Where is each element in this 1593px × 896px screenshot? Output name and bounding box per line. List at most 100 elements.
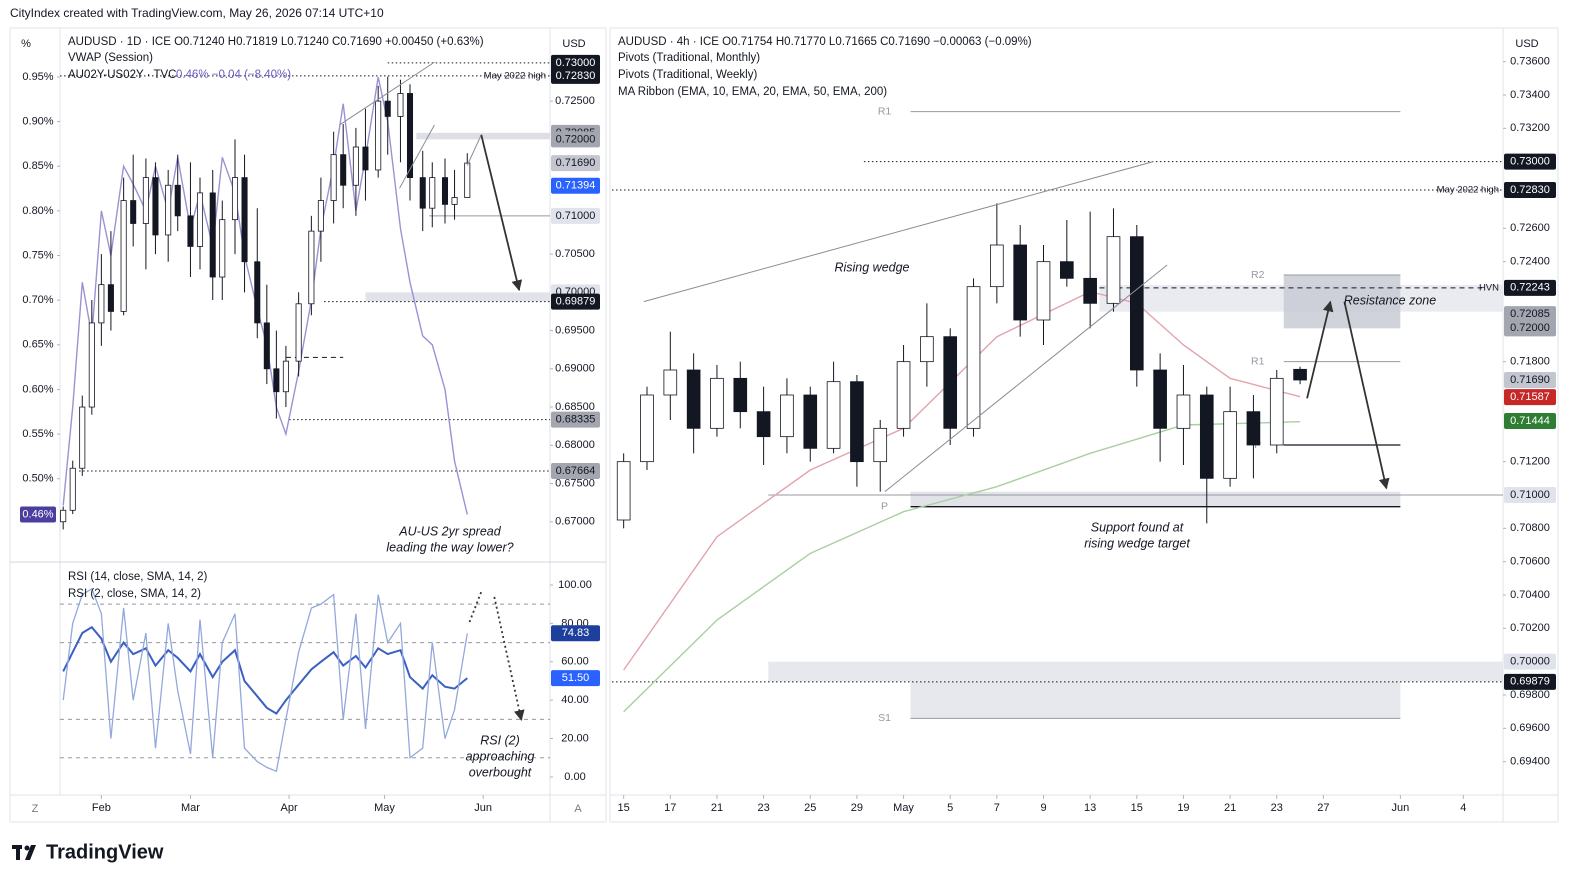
series-line [62, 625, 468, 715]
price-badge-label: 0.68335 [556, 414, 596, 426]
legend: RSI (14, close, SMA, 14, 2) [68, 571, 208, 583]
candle-body [406, 93, 414, 179]
annotation: Support found at [1091, 520, 1184, 534]
candle-body [317, 200, 324, 232]
legend: Pivots (Traditional, Monthly) [618, 52, 760, 64]
price-badge-label: 0.71690 [556, 157, 596, 169]
candle-body [241, 177, 248, 263]
candle-body [464, 162, 471, 198]
candle-body [60, 509, 67, 523]
candle-body [88, 322, 95, 408]
zone [416, 132, 550, 140]
annotation: rising wedge target [1084, 536, 1190, 550]
candle-body [663, 369, 678, 396]
price-badge-label: 0.72085 [1510, 308, 1550, 320]
price-badge [551, 411, 600, 428]
candle-body [98, 284, 105, 324]
price-badge [551, 155, 600, 172]
y-tick-label: 0.71200 [1510, 456, 1550, 468]
candle-body [263, 322, 270, 370]
right-frame [609, 27, 1559, 823]
candle-body [616, 461, 631, 521]
price-badge [551, 207, 600, 224]
drawing [493, 596, 525, 721]
candle-body [1060, 261, 1074, 279]
drawing [468, 591, 483, 623]
candle-body [397, 93, 404, 117]
left-frame [9, 27, 607, 823]
candle-body [1293, 368, 1307, 381]
pivot-label: P [881, 500, 888, 512]
x-tick-label: 15 [1131, 802, 1143, 814]
candle-body [273, 368, 280, 393]
header: CityIndex created with TradingView.com, … [10, 6, 384, 20]
price-badge-label: 0.71587 [1510, 391, 1550, 403]
candle-body [1246, 411, 1261, 446]
legend: RSI (2, close, SMA, 14, 2) [68, 588, 201, 600]
x-tick-label: 27 [1317, 802, 1329, 814]
y-tick-label: 0.72400 [1510, 256, 1550, 268]
x-tick-label: Jun [474, 802, 492, 814]
candle-body [1223, 411, 1237, 479]
y-tick-label: 20.00 [561, 732, 589, 744]
candle-body [1083, 277, 1097, 304]
legend: VWAP (Session) [68, 52, 153, 64]
price-badge-label: 74.83 [562, 627, 590, 639]
candle-body [174, 184, 181, 217]
x-tick-label: 17 [664, 802, 676, 814]
candle-body [1269, 377, 1284, 446]
price-badge [551, 462, 600, 479]
y-tick-label: 0.70600 [1510, 556, 1550, 568]
logo-text: TradingView [46, 841, 164, 863]
pivot-label: R2 [1251, 269, 1265, 281]
price-badge [551, 670, 600, 687]
button[interactable]: A [574, 803, 582, 815]
price-badge [1504, 320, 1556, 337]
candle-body [990, 244, 1004, 288]
candle-body [826, 381, 841, 449]
price-badge [1504, 182, 1556, 198]
candle-body [120, 200, 127, 312]
annotation: approaching [466, 749, 535, 763]
y2-tick-label: 0.90% [22, 116, 53, 128]
candle-body [966, 286, 981, 429]
candle-body [165, 184, 172, 236]
chart-layer: 0.67000 0.67500 0.68000 0.68500 0.69000 0.695… [20, 54, 1556, 814]
drawing [480, 134, 523, 292]
candle-body [107, 284, 114, 312]
x-tick-label: 19 [1177, 802, 1189, 814]
y-tick-label: 40.00 [561, 694, 589, 706]
axis-unit: % [21, 38, 31, 50]
candle-body [142, 177, 149, 224]
x-tick-label: 25 [804, 802, 816, 814]
legend: MA Ribbon (EMA, 10, EMA, 20, EMA, 50, EM… [618, 86, 887, 98]
candle-body [686, 369, 701, 429]
y-tick-label: 0.73600 [1510, 56, 1550, 68]
y-tick-label: 0.00 [564, 771, 585, 783]
candle-body [231, 177, 239, 221]
price-badge-label: 0.71444 [1510, 415, 1550, 427]
candle-body [362, 146, 369, 171]
candle-body [340, 154, 347, 186]
button[interactable]: Z [32, 803, 39, 815]
price-badge [551, 177, 600, 194]
x-tick-label: 21 [1224, 802, 1236, 814]
candle-body [896, 361, 911, 429]
drawing [399, 124, 435, 189]
drawing [643, 161, 1154, 303]
candle-body [196, 192, 204, 247]
price-badge-label: 0.72000 [1510, 322, 1550, 334]
annotation: Rising wedge [834, 260, 909, 274]
price-badge-label: 0.72243 [1510, 282, 1550, 294]
x-tick-label: May [893, 802, 914, 814]
price-badge [1504, 653, 1556, 670]
price-badge-label: 0.72000 [556, 133, 596, 145]
legend: AU02Y-US02Y · TVC [68, 69, 176, 81]
level-label: May 2022 high [484, 70, 546, 81]
candle-body [254, 261, 261, 324]
x-tick-label: Mar [181, 802, 200, 814]
price-badge [551, 293, 600, 310]
y-tick-label: 0.69500 [555, 324, 595, 336]
y2-tick-label: 0.65% [22, 339, 53, 351]
